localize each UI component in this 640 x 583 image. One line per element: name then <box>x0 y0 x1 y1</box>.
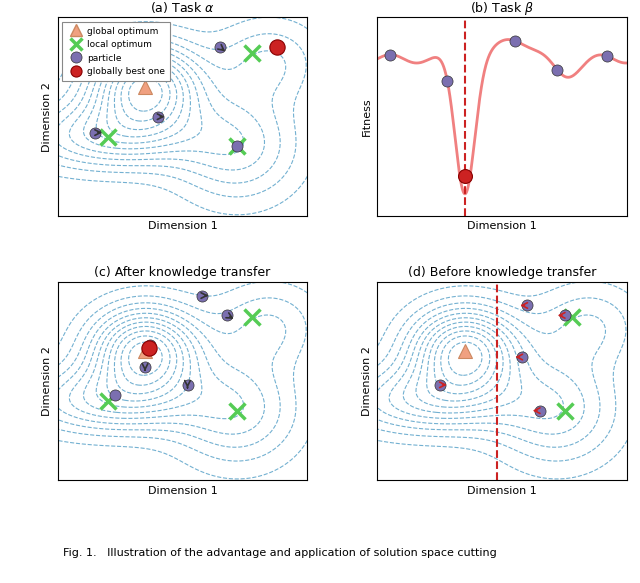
X-axis label: Dimension 1: Dimension 1 <box>467 222 537 231</box>
X-axis label: Dimension 1: Dimension 1 <box>148 222 218 231</box>
Title: (c) After knowledge transfer: (c) After knowledge transfer <box>94 266 271 279</box>
Y-axis label: Fitness: Fitness <box>362 97 372 136</box>
Title: (d) Before knowledge transfer: (d) Before knowledge transfer <box>408 266 596 279</box>
Title: (a) Task $\alpha$: (a) Task $\alpha$ <box>150 0 215 15</box>
X-axis label: Dimension 1: Dimension 1 <box>467 486 537 496</box>
Legend: global optimum, local optimum, particle, globally best one: global optimum, local optimum, particle,… <box>62 22 170 80</box>
Y-axis label: Dimension 2: Dimension 2 <box>362 346 372 416</box>
Title: (b) Task $\beta$: (b) Task $\beta$ <box>470 0 534 17</box>
Text: Fig. 1.   Illustration of the advantage and application of solution space cuttin: Fig. 1. Illustration of the advantage an… <box>63 548 497 558</box>
X-axis label: Dimension 1: Dimension 1 <box>148 486 218 496</box>
Y-axis label: Dimension 2: Dimension 2 <box>42 82 52 152</box>
Y-axis label: Dimension 2: Dimension 2 <box>42 346 52 416</box>
